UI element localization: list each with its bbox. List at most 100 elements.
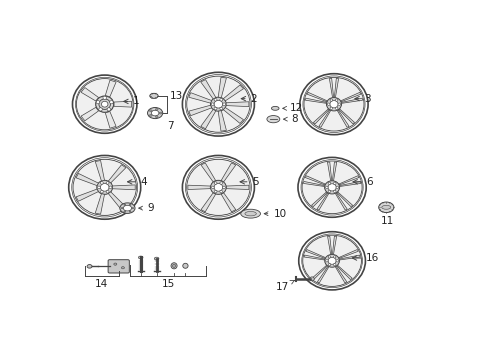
Ellipse shape (214, 184, 222, 191)
Polygon shape (332, 162, 336, 181)
Polygon shape (95, 161, 104, 181)
Polygon shape (201, 193, 215, 212)
Ellipse shape (210, 180, 226, 194)
Ellipse shape (123, 204, 125, 206)
Polygon shape (316, 193, 328, 210)
Ellipse shape (123, 211, 125, 212)
Text: 2: 2 (241, 94, 257, 104)
Polygon shape (327, 236, 331, 254)
Ellipse shape (214, 190, 217, 193)
Polygon shape (338, 109, 354, 124)
Polygon shape (338, 176, 358, 185)
Ellipse shape (220, 190, 222, 193)
Polygon shape (336, 265, 351, 280)
Text: 7: 7 (166, 121, 173, 131)
Ellipse shape (222, 103, 225, 105)
Ellipse shape (335, 107, 337, 109)
Text: 15: 15 (162, 279, 175, 289)
Polygon shape (336, 192, 352, 207)
Ellipse shape (103, 96, 106, 99)
Ellipse shape (100, 182, 103, 184)
Ellipse shape (87, 265, 92, 268)
Polygon shape (341, 98, 362, 103)
Ellipse shape (309, 277, 314, 281)
Polygon shape (311, 192, 326, 207)
Polygon shape (221, 163, 235, 182)
Polygon shape (112, 185, 135, 190)
Ellipse shape (186, 159, 249, 215)
Ellipse shape (155, 116, 158, 118)
Polygon shape (221, 193, 235, 212)
Ellipse shape (99, 108, 102, 111)
Ellipse shape (211, 186, 214, 189)
Polygon shape (340, 93, 360, 102)
Text: 11: 11 (380, 216, 393, 226)
Text: 12: 12 (282, 103, 302, 113)
Polygon shape (318, 110, 330, 127)
Ellipse shape (214, 99, 217, 101)
Ellipse shape (97, 180, 112, 194)
Ellipse shape (220, 107, 222, 110)
Ellipse shape (325, 186, 327, 189)
Polygon shape (226, 185, 248, 189)
Ellipse shape (324, 181, 339, 194)
Ellipse shape (333, 182, 335, 184)
Ellipse shape (73, 159, 136, 215)
Ellipse shape (329, 99, 332, 101)
Text: 10: 10 (264, 209, 286, 219)
Polygon shape (335, 193, 346, 210)
Text: 17: 17 (275, 280, 294, 292)
Ellipse shape (337, 103, 340, 105)
Ellipse shape (96, 100, 100, 104)
Ellipse shape (335, 99, 337, 101)
Text: 16: 16 (351, 253, 379, 263)
Text: 5: 5 (240, 177, 259, 187)
Ellipse shape (149, 110, 152, 112)
Ellipse shape (271, 107, 279, 110)
Polygon shape (327, 162, 331, 181)
Text: 3: 3 (354, 94, 370, 104)
Polygon shape (305, 176, 325, 185)
Polygon shape (81, 87, 99, 101)
Ellipse shape (106, 182, 109, 184)
Ellipse shape (325, 260, 327, 262)
Ellipse shape (129, 204, 131, 206)
Polygon shape (201, 163, 215, 182)
Text: 13: 13 (170, 91, 183, 101)
Text: 8: 8 (283, 114, 297, 124)
Polygon shape (188, 105, 211, 116)
Ellipse shape (324, 255, 339, 267)
Ellipse shape (132, 207, 133, 209)
Polygon shape (225, 102, 248, 107)
Ellipse shape (138, 256, 142, 259)
Polygon shape (337, 110, 348, 127)
Ellipse shape (327, 256, 330, 258)
Ellipse shape (378, 202, 393, 212)
Polygon shape (329, 78, 333, 97)
Ellipse shape (107, 108, 110, 111)
Ellipse shape (302, 161, 362, 214)
Ellipse shape (121, 267, 124, 269)
Polygon shape (338, 249, 358, 258)
Polygon shape (105, 112, 116, 128)
Polygon shape (311, 265, 326, 280)
Ellipse shape (149, 93, 158, 98)
Ellipse shape (106, 190, 109, 193)
Ellipse shape (155, 108, 158, 110)
Polygon shape (335, 266, 346, 283)
Ellipse shape (327, 264, 330, 266)
Polygon shape (218, 77, 226, 98)
Ellipse shape (220, 182, 222, 184)
Ellipse shape (129, 211, 131, 212)
Ellipse shape (99, 99, 110, 109)
Polygon shape (339, 255, 359, 260)
Ellipse shape (114, 263, 117, 265)
Polygon shape (334, 78, 338, 97)
Ellipse shape (244, 211, 256, 216)
Ellipse shape (183, 263, 188, 268)
Ellipse shape (151, 110, 159, 116)
Ellipse shape (102, 101, 108, 107)
Text: 14: 14 (95, 279, 108, 289)
Polygon shape (105, 80, 116, 97)
Ellipse shape (76, 78, 133, 130)
